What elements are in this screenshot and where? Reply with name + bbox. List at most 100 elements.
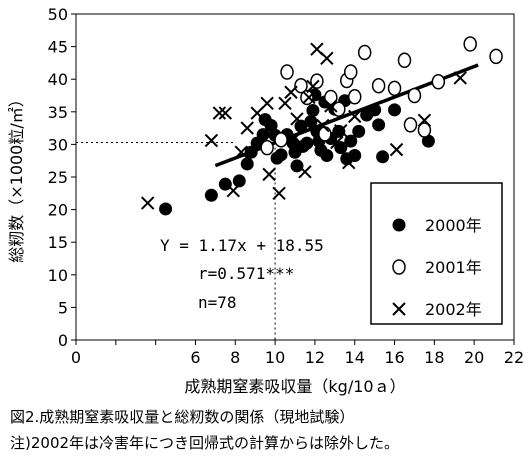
data-point (204, 133, 219, 148)
data-point (294, 119, 308, 133)
y-tick-label: 50 (48, 5, 68, 24)
data-point (389, 142, 404, 157)
data-point (302, 90, 316, 105)
cross-stroke (453, 71, 467, 85)
data-point (334, 124, 348, 138)
data-point (284, 85, 298, 99)
data-point (260, 139, 274, 156)
data-point (280, 64, 294, 80)
data-point (316, 118, 330, 133)
cross-stroke (226, 183, 240, 198)
cross-stroke (320, 51, 334, 66)
legend-marker (392, 259, 406, 275)
cross-stroke (218, 106, 233, 120)
data-point (226, 183, 240, 198)
data-point (159, 202, 173, 216)
cross-stroke (262, 167, 276, 182)
data-point (431, 74, 446, 90)
cross-stroke (260, 96, 274, 111)
x-axis-label: 成熟期窒素吸収量（kg/10ａ） (184, 377, 405, 396)
cross-stroke (234, 145, 248, 159)
legend: 2000年 2001年 2002年 (370, 182, 503, 325)
cross-stroke (240, 121, 254, 135)
data-point (294, 77, 308, 94)
series-3 (140, 42, 467, 210)
legend-marker (392, 218, 406, 232)
data-point (463, 36, 477, 52)
cross-stroke (288, 131, 302, 145)
data-point (372, 118, 386, 132)
x-tick-label: 20 (464, 348, 484, 367)
data-point (290, 112, 304, 126)
x-tick-label: 10 (265, 348, 285, 367)
cross-stroke (284, 85, 298, 99)
data-point (324, 99, 338, 113)
cross-stroke (310, 42, 324, 56)
scatter-chart: 0 5 10 15 20 25 30 35 40 45 50 0 6 8 10 12 14 16 18 20 22 成熟期… (7, 5, 524, 396)
x-tick-label: 14 (345, 348, 365, 367)
data-point (371, 77, 386, 94)
data-point (288, 131, 302, 145)
data-point (260, 96, 274, 111)
data-point (344, 134, 358, 148)
cross-stroke (342, 155, 356, 170)
x-tick-label: 12 (305, 348, 325, 367)
data-point (234, 145, 248, 159)
cross-stroke (417, 113, 432, 127)
data-point (407, 87, 422, 104)
y-tick-label: 15 (48, 233, 68, 252)
figure-note: 注)2002年は冷害年につき回帰式の計算からは除外した。 (10, 434, 400, 452)
x-tick-label: 16 (384, 348, 404, 367)
cross-stroke (392, 302, 406, 316)
data-point (240, 157, 254, 171)
data-point (330, 135, 344, 150)
y-tick-label: 40 (48, 70, 68, 89)
x-tick-label: 18 (424, 348, 444, 367)
legend-label: 2001年 (425, 258, 482, 277)
y-tick-label: 45 (48, 38, 68, 57)
r-value-label: r=0.571*** (198, 264, 294, 283)
cross-stroke (140, 196, 155, 210)
x-tick-label: 8 (230, 348, 240, 367)
data-point (417, 113, 432, 127)
data-point (343, 64, 358, 80)
data-point (232, 174, 246, 188)
data-point (278, 96, 292, 111)
legend-marker (392, 302, 406, 316)
x-tick-label: 0 (71, 348, 81, 367)
cross-stroke (212, 106, 227, 120)
axes: 0 5 10 15 20 25 30 35 40 45 50 0 6 8 10 12 14 16 18 20 22 成熟期… (7, 5, 524, 396)
cross-stroke (278, 96, 292, 111)
data-point (140, 196, 155, 210)
data-points (140, 36, 503, 216)
data-point (262, 167, 276, 182)
regression-annotations: Y = 1.17x + 18.55 r=0.571*** n=78 (160, 236, 324, 312)
y-axis-label: 総籾数（×1000粒/㎡） (7, 91, 26, 263)
cross-stroke (298, 165, 312, 179)
data-point (352, 124, 366, 138)
data-point (304, 115, 318, 129)
cross-stroke (348, 109, 362, 124)
data-point (272, 186, 286, 201)
figure-caption: 図2.成熟期窒素吸収量と総籾数の関係（現地試験） (10, 408, 355, 426)
y-tick-label: 20 (48, 201, 68, 220)
y-tick-label: 10 (48, 266, 68, 285)
cross-stroke (204, 133, 219, 148)
cross-stroke (324, 99, 338, 113)
data-point (256, 128, 270, 142)
x-tick-label: 6 (190, 348, 200, 367)
y-tick-label: 30 (48, 135, 68, 154)
data-point (489, 48, 503, 65)
data-point (376, 150, 390, 164)
data-point (320, 51, 334, 66)
data-point (264, 118, 278, 132)
data-point (388, 103, 402, 117)
data-point (397, 52, 412, 69)
cross-stroke (306, 79, 320, 94)
data-point (218, 177, 232, 191)
data-point (357, 44, 372, 61)
cross-stroke (272, 186, 286, 201)
data-point (306, 103, 320, 117)
cross-stroke (290, 112, 304, 126)
equation-label: Y = 1.17x + 18.55 (160, 236, 324, 255)
